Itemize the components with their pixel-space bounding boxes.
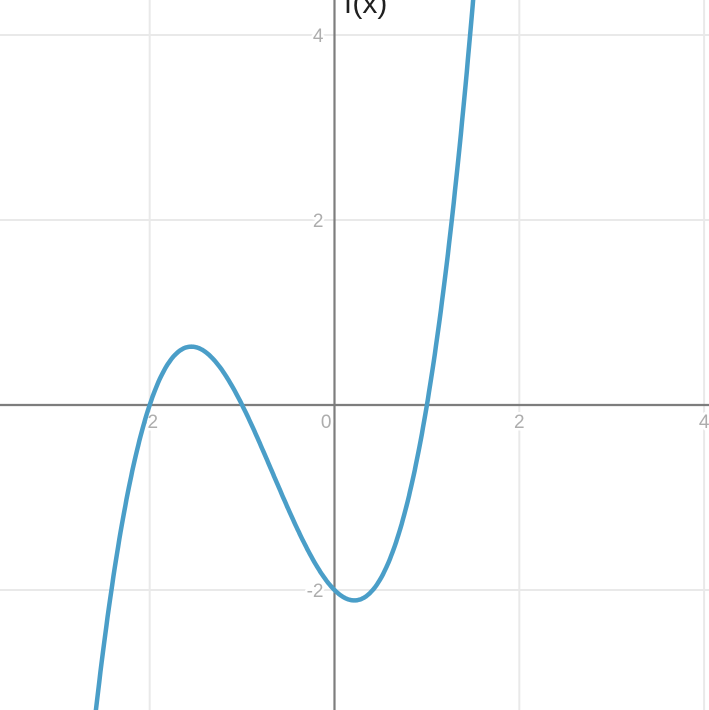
- axis-tick-labels: -2 0 2 442-2: [139, 23, 709, 604]
- function-curve: [93, 0, 476, 710]
- x-tick-label: 2: [514, 412, 525, 433]
- y-tick-label: -2: [307, 581, 324, 602]
- function-label: f(x): [344, 0, 387, 20]
- x-tick-label: 4: [699, 412, 709, 433]
- x-tick-label: 0: [321, 412, 332, 433]
- function-curve-layer: [93, 0, 476, 710]
- y-tick-label: 2: [313, 211, 324, 232]
- y-tick-label: 4: [313, 26, 324, 47]
